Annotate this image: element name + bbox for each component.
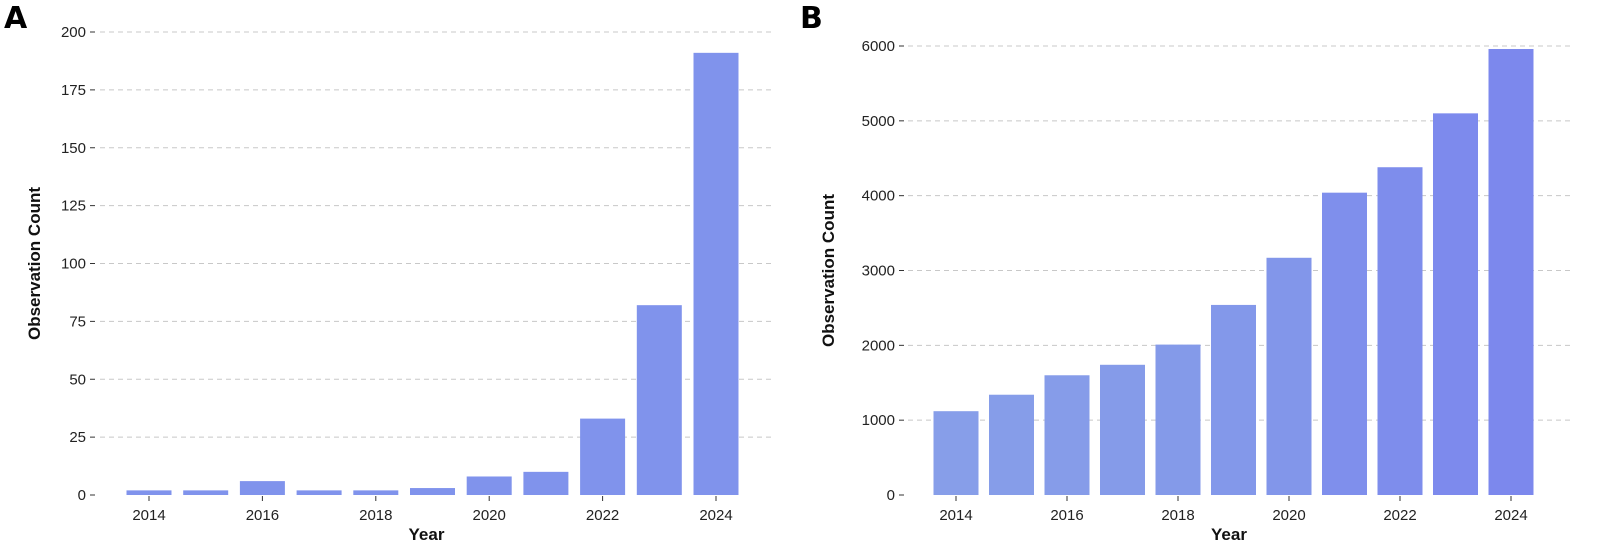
bar-b-2018 bbox=[1155, 344, 1201, 495]
y-tick-label-b: 6000 bbox=[862, 38, 895, 55]
y-tick-label-a: 125 bbox=[61, 198, 86, 215]
y-tick-label-a: 175 bbox=[61, 82, 86, 99]
bar-b-2024 bbox=[1488, 48, 1534, 495]
bar-b-2014 bbox=[933, 411, 979, 495]
bar-a-2015 bbox=[183, 490, 229, 495]
bar-a-2014 bbox=[126, 490, 172, 495]
y-tick-label-b: 2000 bbox=[862, 337, 895, 354]
bar-b-2016 bbox=[1044, 375, 1090, 495]
x-tick-label-b: 2020 bbox=[1272, 507, 1305, 524]
bar-a-2018 bbox=[353, 490, 399, 495]
y-tick-label-a: 25 bbox=[69, 429, 86, 446]
x-tick-label-b: 2014 bbox=[939, 507, 972, 524]
x-tick-label-a: 2014 bbox=[132, 507, 165, 524]
bar-a-2024 bbox=[693, 52, 739, 496]
y-tick-label-b: 0 bbox=[887, 487, 895, 504]
y-tick-label-a: 150 bbox=[61, 140, 86, 157]
x-tick-label-a: 2018 bbox=[359, 507, 392, 524]
bar-b-2022 bbox=[1377, 167, 1423, 496]
bar-b-2020 bbox=[1266, 257, 1312, 495]
panel-label-a: A bbox=[4, 1, 28, 36]
x-tick-label-b: 2024 bbox=[1494, 507, 1527, 524]
x-tick-label-b: 2016 bbox=[1050, 507, 1083, 524]
bar-b-2023 bbox=[1433, 113, 1478, 495]
bar-a-2017 bbox=[296, 490, 342, 495]
y-tick-label-b: 3000 bbox=[862, 263, 895, 280]
y-tick-label-b: 5000 bbox=[862, 113, 895, 130]
y-tick-label-a: 200 bbox=[61, 24, 86, 41]
x-tick-label-a: 2024 bbox=[699, 507, 732, 524]
bar-b-2015 bbox=[989, 394, 1034, 495]
bar-a-2019 bbox=[410, 488, 455, 495]
bar-b-2019 bbox=[1211, 304, 1256, 495]
y-axis-title-a: Observation Count bbox=[25, 187, 44, 340]
y-tick-label-a: 100 bbox=[61, 256, 86, 273]
y-tick-label-a: 50 bbox=[69, 371, 86, 388]
x-axis-title-a: Year bbox=[409, 525, 445, 544]
y-tick-label-a: 0 bbox=[78, 487, 86, 504]
bar-a-2020 bbox=[466, 476, 512, 495]
x-tick-label-a: 2016 bbox=[246, 507, 279, 524]
bar-b-2017 bbox=[1100, 364, 1145, 495]
y-tick-label-b: 4000 bbox=[862, 188, 895, 205]
y-axis-title-b: Observation Count bbox=[819, 194, 838, 347]
bar-chart-a: 0 25 50 75 100 125 150 175 200 2014 2016 2018 2020 20… bbox=[25, 24, 773, 544]
bar-chart-b: 0 1000 2000 3000 4000 5000 6000 2014 2016 2018 202… bbox=[819, 38, 1570, 544]
x-tick-label-b: 2018 bbox=[1161, 507, 1194, 524]
bar-a-2023 bbox=[636, 305, 682, 495]
bar-a-2022 bbox=[580, 418, 626, 495]
y-tick-label-a: 75 bbox=[69, 313, 86, 330]
x-tick-label-b: 2022 bbox=[1383, 507, 1416, 524]
bar-a-2016 bbox=[239, 481, 285, 495]
panel-label-b: B bbox=[800, 1, 823, 36]
bar-a-2021 bbox=[523, 471, 569, 495]
x-axis-title-b: Year bbox=[1211, 525, 1247, 544]
x-tick-label-a: 2020 bbox=[473, 507, 506, 524]
bar-b-2021 bbox=[1322, 192, 1367, 495]
x-tick-label-a: 2022 bbox=[586, 507, 619, 524]
y-tick-label-b: 1000 bbox=[862, 412, 895, 429]
